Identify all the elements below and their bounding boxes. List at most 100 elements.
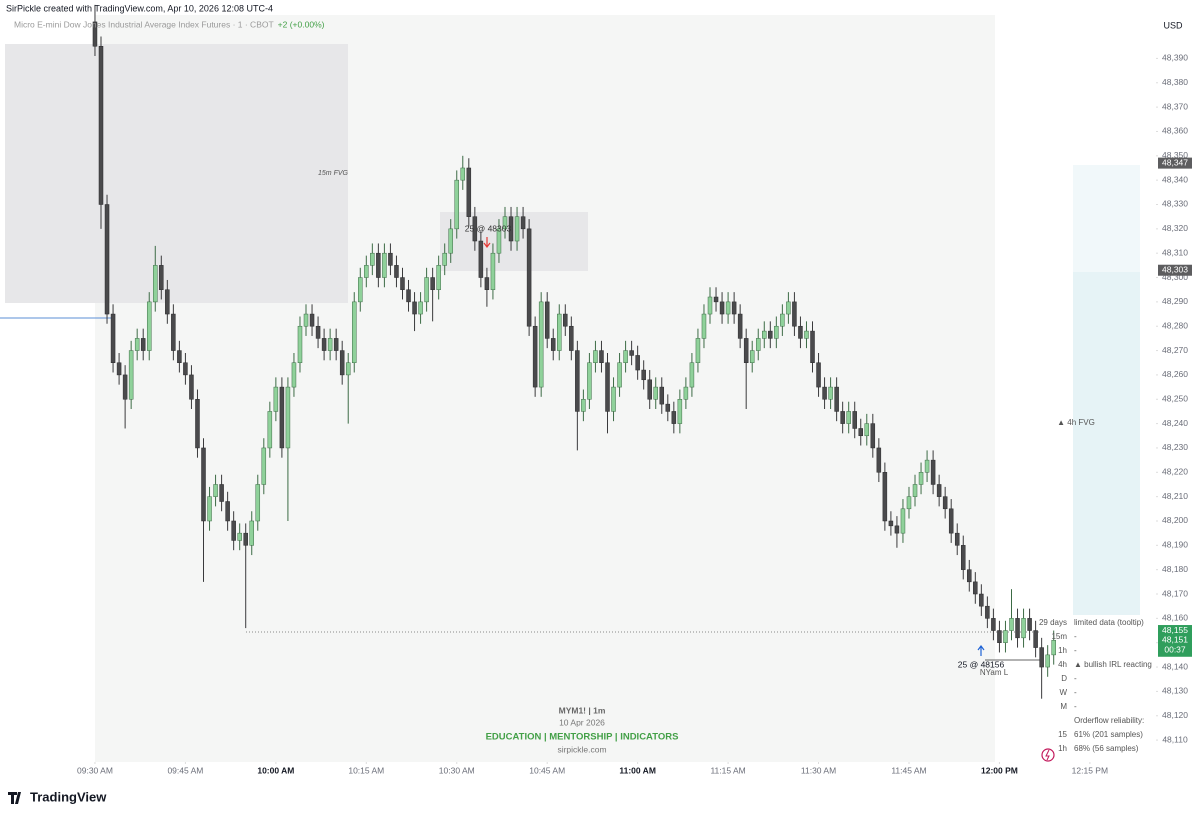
price-badge (1158, 625, 1192, 637)
candle-body (599, 350, 604, 363)
candle-body (563, 313, 568, 327)
candle-body (364, 265, 369, 278)
candle-body (954, 532, 960, 546)
candle-body (593, 350, 598, 363)
table-value: - (1074, 632, 1077, 641)
candle-body (876, 447, 882, 473)
candle-body (635, 355, 640, 371)
price-badge-label: 48,155 (1162, 625, 1188, 635)
candle-body (828, 386, 833, 400)
candle-body (973, 581, 978, 595)
table-value: limited data (tooltip) (1074, 618, 1144, 627)
candle-body (140, 338, 146, 351)
y-tick-label: 48,370 (1162, 101, 1188, 111)
candle-body (201, 447, 206, 522)
candle-body (997, 630, 1002, 643)
candle-body (508, 216, 514, 242)
candle-body (749, 350, 755, 363)
candle-body (478, 240, 484, 278)
candle-body (243, 532, 248, 546)
candle-body (569, 325, 574, 351)
x-tick-label: 11:30 AM (801, 765, 836, 775)
candle-body (116, 362, 122, 376)
x-tick-label: 10:30 AM (439, 765, 475, 775)
candle-body (629, 350, 634, 356)
alert-icon[interactable] (1041, 748, 1055, 762)
price-badge (1158, 157, 1192, 169)
candle-body (701, 313, 707, 339)
candle-body (213, 484, 218, 497)
candle-body (665, 403, 671, 412)
candle-body (774, 325, 779, 339)
candle-body (327, 338, 333, 351)
candle-body (858, 428, 863, 437)
alert-bolt (1045, 749, 1050, 761)
candle-body (279, 386, 285, 449)
candle-body (840, 411, 845, 424)
watermark-line: EDUCATION | MENTORSHIP | INDICATORS (486, 732, 679, 743)
table-key: W (1059, 688, 1067, 697)
x-tick-label: 12:15 PM (1072, 765, 1108, 775)
table-key: 4h (1058, 660, 1067, 669)
annotation: ▲ 4h FVG (1057, 418, 1095, 427)
y-tick-label: 48,290 (1162, 296, 1188, 306)
y-tick-label: 48,280 (1162, 320, 1188, 330)
candle-body (98, 46, 104, 205)
candle-body (695, 338, 701, 363)
y-tick-label: 48,340 (1162, 174, 1188, 184)
candle-body (520, 216, 526, 230)
candle-body (303, 313, 309, 327)
price-badge-label: 48,347 (1162, 157, 1188, 167)
candle-body (605, 362, 610, 412)
candle-body (267, 411, 273, 449)
candle-body (231, 520, 236, 541)
candle-body (526, 228, 532, 327)
candle-body (122, 374, 128, 400)
y-tick-label: 48,260 (1162, 369, 1188, 379)
logo-mark (8, 792, 21, 804)
candle-body (834, 386, 839, 412)
candle-body (442, 252, 447, 266)
candle-body (822, 386, 827, 400)
symbol: Micro E-mini Dow Jones Industrial Averag… (14, 19, 274, 29)
candle-body (400, 277, 405, 290)
candle-body (370, 252, 375, 266)
candle-body (689, 362, 695, 388)
candle-body (484, 277, 490, 290)
candle-body (647, 379, 652, 400)
candle-body (394, 265, 399, 278)
candle-body (924, 459, 930, 473)
candle-body (617, 362, 622, 388)
candle-body (460, 167, 466, 181)
candle-body (918, 472, 924, 485)
candle-body (936, 484, 942, 497)
annotation: 25 @ 48156 (958, 659, 1005, 669)
candle-body (412, 301, 417, 315)
candle-body (1021, 618, 1026, 639)
candle-body (249, 520, 254, 546)
x-tick-label: 10:15 AM (348, 765, 384, 775)
candle-body (641, 369, 646, 381)
y-tick-label: 48,140 (1162, 661, 1188, 671)
candle-body (92, 21, 98, 47)
y-tick-label: 48,200 (1162, 515, 1188, 525)
candle-body (110, 313, 116, 363)
candle-body (532, 325, 538, 388)
candle-body (846, 411, 851, 424)
candle-body (550, 338, 556, 351)
table-value: ▲ bullish IRL reacting (1074, 660, 1152, 669)
candle-body (786, 301, 791, 315)
candle-body (1015, 618, 1020, 639)
y-tick-label: 48,230 (1162, 442, 1188, 452)
annotation: 15m FVG (318, 170, 349, 177)
candle-body (159, 265, 164, 290)
candle-body (659, 386, 665, 405)
candle-body (514, 216, 520, 242)
candle-body (623, 350, 628, 363)
candle-body (713, 296, 719, 303)
candle-body (134, 338, 140, 351)
candle-body (671, 411, 677, 424)
candle-body (315, 325, 321, 339)
candle-body (804, 330, 809, 339)
